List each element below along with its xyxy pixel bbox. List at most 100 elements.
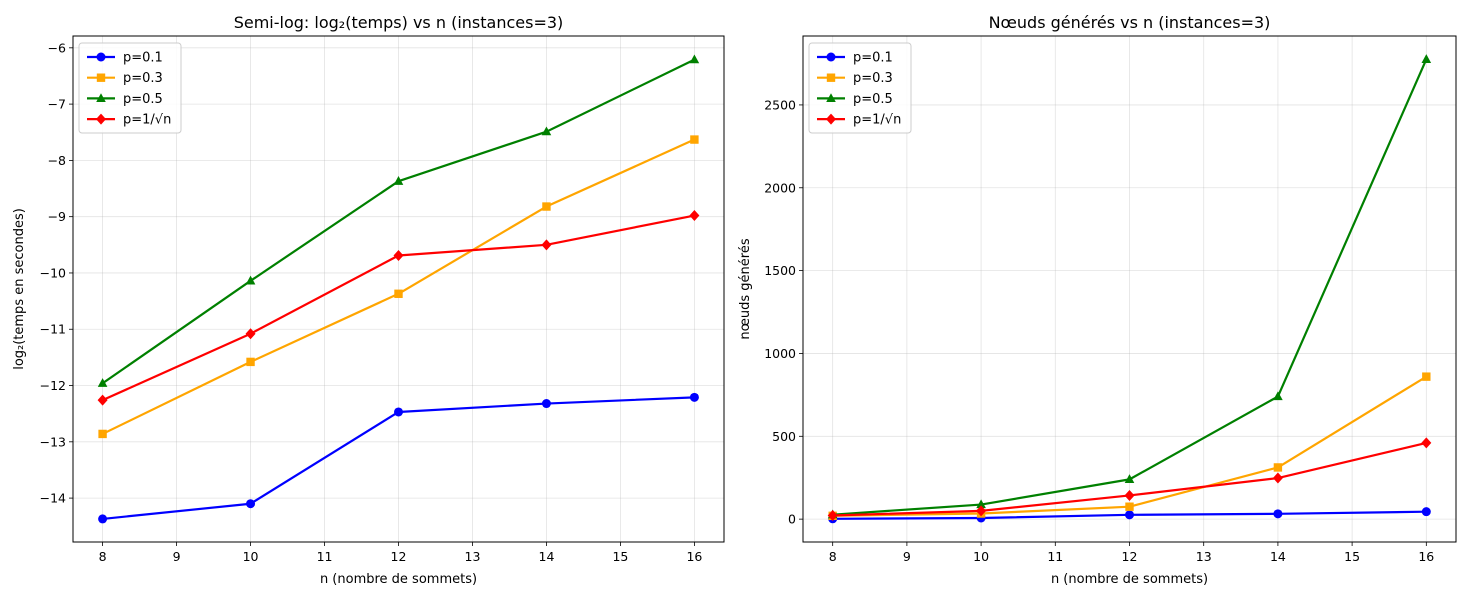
data-point <box>1125 502 1134 511</box>
legend-box <box>808 42 912 134</box>
series-p=0.1 <box>828 507 1431 524</box>
data-point <box>689 54 700 64</box>
data-point <box>826 93 836 102</box>
data-point <box>689 210 700 222</box>
y-tick-label: 1000 <box>764 346 796 361</box>
legend-label: p=0.3 <box>853 71 893 86</box>
data-point <box>976 499 986 509</box>
data-point <box>826 73 836 82</box>
x-tick-label: 12 <box>391 549 407 564</box>
y-tick-label: −8 <box>48 153 66 168</box>
x-tick-label: 16 <box>1418 549 1434 564</box>
y-tick-label: −9 <box>48 209 66 224</box>
x-tick-label: 9 <box>173 549 181 564</box>
data-point <box>96 93 106 102</box>
data-point <box>394 289 403 298</box>
y-tick-label: 0 <box>788 512 796 527</box>
x-tick-label: 10 <box>243 549 259 564</box>
x-tick-label: 13 <box>1196 549 1212 564</box>
data-point <box>394 407 403 417</box>
data-point <box>827 509 838 521</box>
legend-label: p=1/√n <box>853 113 901 128</box>
chart-1: 8 9 10 11 12 13 14 15 16 −14 −13 −12 −11 −10 −9 −8 −7 −6 S… <box>12 13 725 587</box>
grid <box>73 36 724 542</box>
y-tick-label: 1500 <box>764 263 796 278</box>
series-p=0.1 <box>98 392 699 524</box>
x-tick-label: 12 <box>1122 549 1138 564</box>
data-point <box>245 275 256 285</box>
series-p=1/√n <box>827 437 1432 521</box>
y-tick-label: −7 <box>48 97 66 112</box>
axes-frame <box>802 35 1457 543</box>
y-tick-label: −12 <box>40 378 66 393</box>
data-point <box>98 429 107 439</box>
data-point <box>1124 474 1135 483</box>
legend-label: p=0.3 <box>123 71 163 86</box>
y-tick-label: −6 <box>48 40 66 55</box>
chart-2: 8 9 10 11 12 13 14 15 16 0 500 1000 1500 2000 2500 Nœud… <box>738 13 1457 587</box>
data-point <box>826 52 836 62</box>
y-axis-label: log₂(temps en secondes) <box>12 208 27 370</box>
data-point <box>246 357 255 367</box>
y-tick-label: 2000 <box>764 180 796 195</box>
data-point <box>1421 507 1431 517</box>
data-point <box>1273 391 1283 401</box>
x-tick-label: 8 <box>829 549 837 564</box>
legend-label: p=0.1 <box>123 51 163 66</box>
x-tick-label: 14 <box>1270 549 1286 564</box>
legend-label: p=0.5 <box>853 92 893 107</box>
y-tick-label: 2500 <box>764 97 796 112</box>
x-tick-label: 8 <box>99 549 107 564</box>
data-point <box>1272 472 1283 484</box>
y-axis-label: nœuds générés <box>738 238 753 339</box>
series-p=0.5 <box>827 54 1432 519</box>
x-tick-label: 9 <box>903 549 911 564</box>
x-tick-label: 14 <box>539 549 555 564</box>
data-point <box>393 176 404 185</box>
x-tick-label: 11 <box>1047 549 1063 564</box>
legend-label: p=0.5 <box>123 92 163 107</box>
y-tick-label: −13 <box>40 434 66 449</box>
data-point <box>541 239 552 251</box>
data-point <box>97 394 108 406</box>
data-point <box>1421 437 1432 449</box>
axes-frame <box>72 35 725 543</box>
y-tick-label: −14 <box>40 491 66 506</box>
legend: p=0.1 p=0.3 p=0.5 p=1/√n <box>808 42 912 134</box>
data-point <box>976 505 987 517</box>
chart-title: Semi-log: log₂(temps) vs n (instances=3) <box>234 13 564 32</box>
data-point <box>541 399 551 409</box>
x-tick-label: 15 <box>1344 549 1360 564</box>
chart-title: Nœuds générés vs n (instances=3) <box>989 13 1271 32</box>
data-point <box>393 250 404 262</box>
data-point <box>542 202 551 211</box>
legend-box <box>78 42 182 134</box>
data-point <box>1124 489 1135 501</box>
y-tick-label: −11 <box>40 322 66 337</box>
data-point <box>246 499 256 509</box>
data-point <box>96 52 106 62</box>
data-point <box>1273 509 1283 519</box>
data-point <box>690 135 699 144</box>
x-axis-label: n (nombre de sommets) <box>320 572 477 587</box>
x-tick-label: 10 <box>973 549 989 564</box>
data-point <box>245 328 256 340</box>
data-point <box>1273 463 1283 472</box>
y-tick-label: 500 <box>772 429 796 444</box>
series-p=1/√n <box>97 210 700 406</box>
series-p=0.3 <box>98 135 699 439</box>
series-p=0.5 <box>97 54 700 387</box>
data-point <box>541 126 552 136</box>
x-tick-label: 13 <box>465 549 481 564</box>
data-point <box>97 378 108 387</box>
legend-label: p=0.1 <box>853 51 893 66</box>
data-point <box>689 392 699 402</box>
x-tick-label: 16 <box>686 549 702 564</box>
x-tick-label: 15 <box>612 549 628 564</box>
x-axis-label: n (nombre de sommets) <box>1051 572 1208 587</box>
data-point <box>96 113 106 125</box>
legend-label: p=1/√n <box>123 113 171 128</box>
y-tick-label: −10 <box>40 265 66 280</box>
x-tick-label: 11 <box>317 549 333 564</box>
